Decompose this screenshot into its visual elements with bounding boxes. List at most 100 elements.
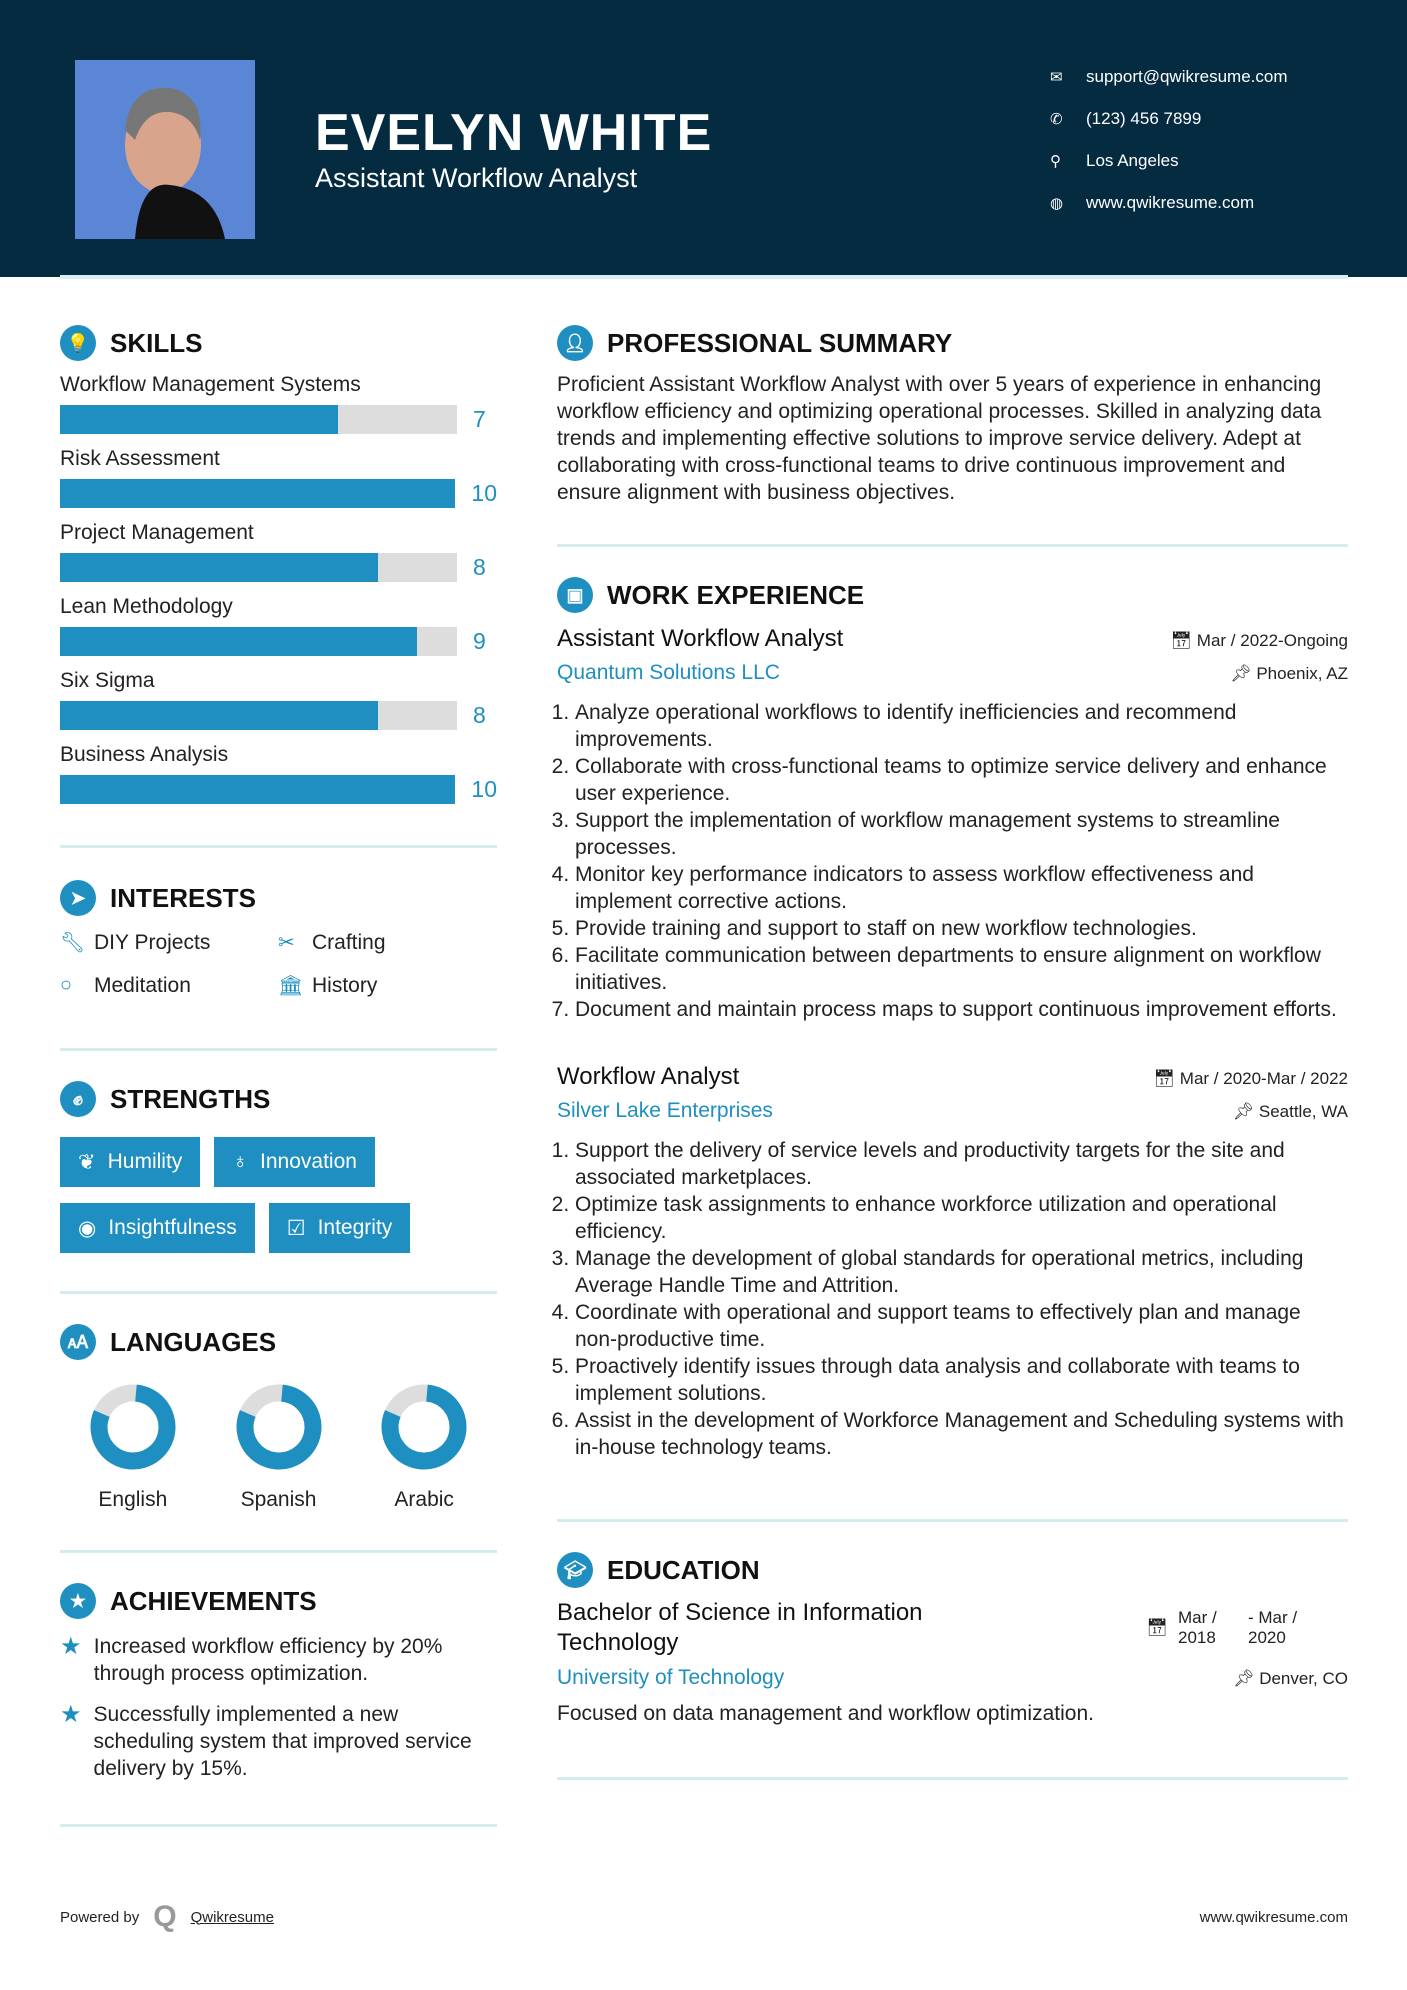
languages-list: English Spanish Arabic — [60, 1382, 497, 1512]
language-label: English — [98, 1488, 168, 1511]
job-bullet: Coordinate with operational and support … — [575, 1299, 1348, 1353]
phone-icon: ✆ — [1050, 111, 1063, 128]
heading-text: SKILLS — [110, 327, 203, 358]
shooting-star-icon: ★ — [60, 1633, 82, 1660]
jobs-list: Assistant Workflow Analyst 📅︎ Mar / 2022-… — [557, 625, 1348, 1461]
education-heading: 🎓︎ EDUCATION — [557, 1552, 1348, 1588]
interest-label: Crafting — [312, 930, 386, 954]
profile-photo — [75, 60, 255, 239]
language-icon: 🗚︎ — [60, 1324, 96, 1360]
lightbulb-icon: ♁ — [232, 1150, 249, 1173]
contact-phone[interactable]: ✆ (123) 456 7899 — [1050, 98, 1288, 140]
interests-heading: ➤ INTERESTS — [60, 880, 497, 916]
resume-header: EVELYN WHITE Assistant Workflow Analyst … — [0, 0, 1407, 277]
calendar-icon: 📅︎ — [1170, 631, 1197, 650]
left-column: 💡 SKILLS Workflow Management Systems 7 Ris… — [60, 325, 497, 1827]
dates-text: Mar / 2022-Ongoing — [1196, 631, 1348, 650]
job-bullet: Support the delivery of service levels a… — [575, 1137, 1348, 1191]
job-title: Workflow Analyst — [557, 1063, 740, 1090]
location-text: Denver, CO — [1259, 1669, 1348, 1688]
skill-bar — [60, 552, 457, 582]
heading-text: ACHIEVEMENTS — [110, 1585, 317, 1616]
dates-text: Mar / 2020-Mar / 2022 — [1179, 1069, 1348, 1088]
job-bullet: Document and maintain process maps to su… — [575, 996, 1348, 1023]
circle-icon: ○ — [60, 974, 73, 996]
paper-plane-icon: ➤ — [60, 880, 96, 916]
divider — [60, 1550, 497, 1553]
footer-website[interactable]: www.qwikresume.com — [1199, 1908, 1348, 1926]
skill-label: Business Analysis — [60, 743, 229, 766]
skill-label: Lean Methodology — [60, 595, 233, 618]
achievement-text: Successfully implemented a new schedulin… — [93, 1703, 472, 1780]
languages-heading: 🗚︎ LANGUAGES — [60, 1324, 497, 1360]
heading-text: STRENGTHS — [110, 1083, 271, 1114]
skill-label: Project Management — [60, 521, 254, 544]
company: Quantum Solutions LLC — [557, 661, 780, 684]
company: Silver Lake Enterprises — [557, 1099, 773, 1122]
achievement-item: ★ Increased workflow efficiency by 20% th… — [60, 1633, 497, 1687]
location-text: Seattle, WA — [1258, 1102, 1348, 1121]
contact-email[interactable]: ✉ support@qwikresume.com — [1050, 56, 1288, 98]
graduate-icon: 🎓︎ — [557, 1552, 593, 1588]
start-date: Mar / 2018 — [1178, 1608, 1217, 1647]
pin-icon: 📌︎ — [1232, 1102, 1259, 1121]
job-bullet: Monitor key performance indicators to as… — [575, 861, 1348, 915]
job-bullet: Provide training and support to staff on… — [575, 915, 1348, 942]
skill-value: 9 — [473, 627, 486, 654]
job-bullets: Analyze operational workflows to identif… — [557, 699, 1348, 1023]
skill-bar — [60, 626, 457, 656]
job-entry: Workflow Analyst 📅︎ Mar / 2020-Mar / 2022… — [557, 1063, 1348, 1461]
interest-item: 🔧︎ DIY Projects — [60, 930, 278, 955]
contact-text: support@qwikresume.com — [1086, 67, 1288, 86]
calendar-icon: 📅︎ — [1153, 1069, 1180, 1088]
skills-heading: 💡 SKILLS — [60, 325, 497, 361]
briefcase-icon: ▣ — [557, 577, 593, 613]
school: University of Technology — [557, 1666, 785, 1689]
eye-icon: ◉ — [78, 1216, 97, 1240]
skill-bar — [60, 404, 457, 434]
tag-label: Integrity — [317, 1216, 393, 1239]
strengths-heading: ✊︎ STRENGTHS — [60, 1081, 497, 1117]
wrench-icon: 🔧︎ — [60, 932, 86, 954]
skill-value: 10 — [471, 479, 497, 506]
contact-text: (123) 456 7899 — [1086, 109, 1202, 128]
divider — [557, 1777, 1348, 1780]
skill-label: Six Sigma — [60, 669, 155, 692]
job-bullet: Facilitate communication between departm… — [575, 942, 1348, 996]
skills-list: Workflow Management Systems 7 Risk Assess… — [60, 373, 497, 805]
qwikresume-logo: Q — [153, 1900, 177, 1933]
divider — [557, 544, 1348, 547]
skill-row: 10 — [60, 477, 497, 509]
job-sub: Quantum Solutions LLC 📌︎ Phoenix, AZ — [557, 661, 1348, 685]
right-column: 👤︎ PROFESSIONAL SUMMARY Proficient Assist… — [557, 325, 1348, 1780]
divider — [557, 1519, 1348, 1522]
achievement-item: ★ Successfully implemented a new scheduli… — [60, 1701, 497, 1782]
heading-text: INTERESTS — [110, 882, 256, 913]
location-text: Phoenix, AZ — [1256, 664, 1348, 683]
interest-label: DIY Projects — [94, 930, 211, 954]
brand-link[interactable]: Qwikresume — [190, 1908, 274, 1926]
skill-row: 10 — [60, 773, 497, 805]
contact-text: www.qwikresume.com — [1086, 193, 1255, 212]
header-divider — [60, 275, 1348, 279]
skill-row: 8 — [60, 551, 497, 583]
job-bullet: Collaborate with cross-functional teams … — [575, 753, 1348, 807]
skill-bar — [60, 478, 456, 508]
skill-bar-fill — [60, 552, 378, 582]
envelope-icon: ✉ — [1050, 69, 1063, 86]
end-date: - Mar / 2020 — [1248, 1608, 1298, 1647]
degree: Bachelor of Science in Information Techn… — [557, 1599, 923, 1656]
education-description: Focused on data management and workflow … — [557, 1702, 1094, 1725]
strengths-list: ❦ Humility ♁ Innovation ◉ Insightfulness ☑ I… — [60, 1137, 497, 1253]
shooting-star-icon: ★ — [60, 1701, 82, 1728]
education-location: 📌︎ Denver, CO — [1233, 1669, 1348, 1689]
strength-tag: ❦ Humility — [60, 1137, 201, 1187]
fist-icon: ✊︎ — [60, 1081, 96, 1117]
contact-list: ✉ support@qwikresume.com ✆ (123) 456 7899 … — [1050, 56, 1288, 224]
job-bullet: Manage the development of global standar… — [575, 1245, 1348, 1299]
strength-tag: ◉ Insightfulness — [60, 1203, 255, 1253]
job-dates: 📅︎ Mar / 2020-Mar / 2022 — [1153, 1069, 1348, 1089]
divider — [60, 845, 497, 848]
checkbox-icon: ☑ — [286, 1216, 306, 1240]
contact-website[interactable]: ◍ www.qwikresume.com — [1050, 182, 1288, 224]
